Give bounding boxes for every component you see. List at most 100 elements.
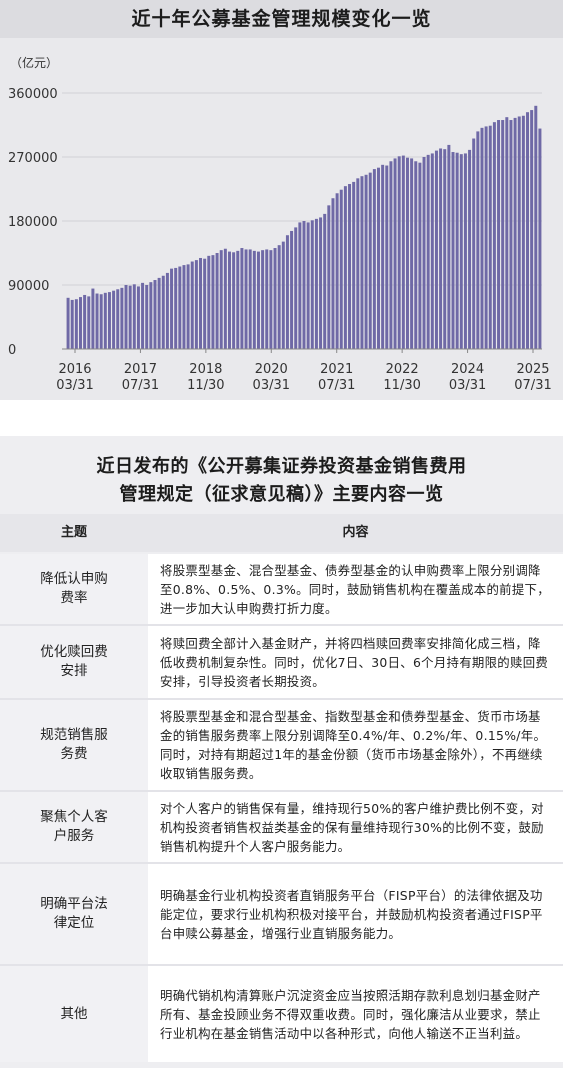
bar [418,162,422,349]
bar [538,128,542,349]
header-topic: 主题 [60,525,87,540]
content-text: 将赎回费全部计入基金财产，并将四档赎回费率安排简化成三档，降低收费机制复杂性。同… [160,635,549,689]
row-divider [0,698,563,700]
bar [302,221,306,349]
bar [83,294,87,349]
bar [203,258,207,349]
bar [157,277,161,349]
bar [439,148,443,349]
bar [451,152,455,349]
bar [306,222,310,349]
bar [265,249,269,349]
x-tick-date: 07/31 [318,378,355,393]
x-tick-date: 11/30 [383,378,420,393]
bar [319,217,323,349]
content-cell: 将股票型基金、混合型基金、债券型基金的认申购费率上限分别调降至0.8%、0.5%… [160,554,550,624]
bar [348,184,352,349]
section-gap [0,400,563,438]
bar [352,181,356,349]
table-header: 主题 内容 [0,514,563,552]
y-tick-label: 180000 [8,215,58,230]
bar [228,251,231,349]
x-tick-date: 07/31 [122,378,159,393]
bar [215,253,219,349]
bar [397,156,401,349]
topic-cell: 其他 [0,966,148,1062]
chart-title: 近十年公募基金管理规模变化一览 [131,8,432,30]
content-text: 将股票型基金、混合型基金、债券型基金的认申购费率上限分别调降至0.8%、0.5%… [160,562,550,616]
bar [174,267,178,349]
table-row: 明确平台法律定位 明确基金行业机构投资者直销服务平台（FISP平台）的法律依据及… [0,864,563,964]
bar [190,261,194,349]
bar [252,250,256,349]
bar [219,250,223,349]
bar [128,285,132,349]
y-tick-label: 360000 [8,87,58,102]
topic-text: 明确平台法律定位 [40,896,108,931]
bar [459,154,463,349]
x-tick-year: 2021 [320,362,353,377]
table-row: 其他 明确代销机构清算账户沉淀资金应当按照活期存款利息划归基金财产所有、基金投顾… [0,966,563,1062]
bar [194,260,198,349]
x-tick-date: 07/31 [514,378,551,393]
bar [310,220,314,349]
bar [79,297,82,349]
bar [530,110,534,349]
x-tick-year: 2025 [516,362,549,377]
topic-cell: 降低认申购费率 [0,554,148,624]
bar [443,149,447,349]
bar [314,218,318,349]
topic-text: 规范销售服务费 [40,727,108,762]
bar [356,178,360,349]
content-cell: 将赎回费全部计入基金财产，并将四档赎回费率安排简化成三档，降低收费机制复杂性。同… [160,626,550,698]
bar [290,230,294,349]
bar [381,164,385,349]
bar [95,293,99,349]
bar [339,189,343,349]
bar [124,285,128,349]
bar [463,153,467,349]
x-tick-date: 03/31 [449,378,486,393]
bar [521,115,525,349]
bar [513,117,517,349]
bar [492,122,496,349]
bar [141,282,145,349]
bar [182,265,186,349]
bar [273,248,277,349]
topic-cell: 明确平台法律定位 [0,864,148,964]
bar [223,248,227,349]
x-tick-year: 2016 [58,362,91,377]
bar [534,105,538,349]
bar [455,152,459,349]
content-text: 明确代销机构清算账户沉淀资金应当按照活期存款利息划归基金财产所有、基金投顾业务不… [160,987,541,1041]
bar [91,288,95,349]
bar [256,251,260,349]
bar [393,158,397,349]
row-divider [0,790,563,792]
bar [178,266,182,349]
topic-cell: 聚焦个人客户服务 [0,792,148,862]
x-tick-year: 2020 [255,362,288,377]
table-row: 优化赎回费安排 将赎回费全部计入基金财产，并将四档赎回费率安排简化成三档，降低收… [0,626,563,698]
topic-text: 优化赎回费安排 [40,644,108,679]
table-row: 聚焦个人客户服务 对个人客户的销售保有量，维持现行50%的客户维护费比例不变，对… [0,792,563,862]
x-tick-date: 03/31 [253,378,290,393]
bar [99,294,103,349]
bar [116,289,120,349]
topic-cell: 规范销售服务费 [0,700,148,790]
bar [136,286,140,349]
bar [112,290,116,349]
bar [236,250,240,349]
bar [294,227,298,349]
bar [484,126,488,349]
bar [422,157,426,349]
bar [199,257,203,349]
bar [281,241,285,349]
bar [385,165,389,349]
bar [426,154,430,349]
bar [120,287,124,349]
bar [501,120,505,350]
bar [298,222,302,349]
row-divider [0,862,563,864]
bar [430,153,434,349]
